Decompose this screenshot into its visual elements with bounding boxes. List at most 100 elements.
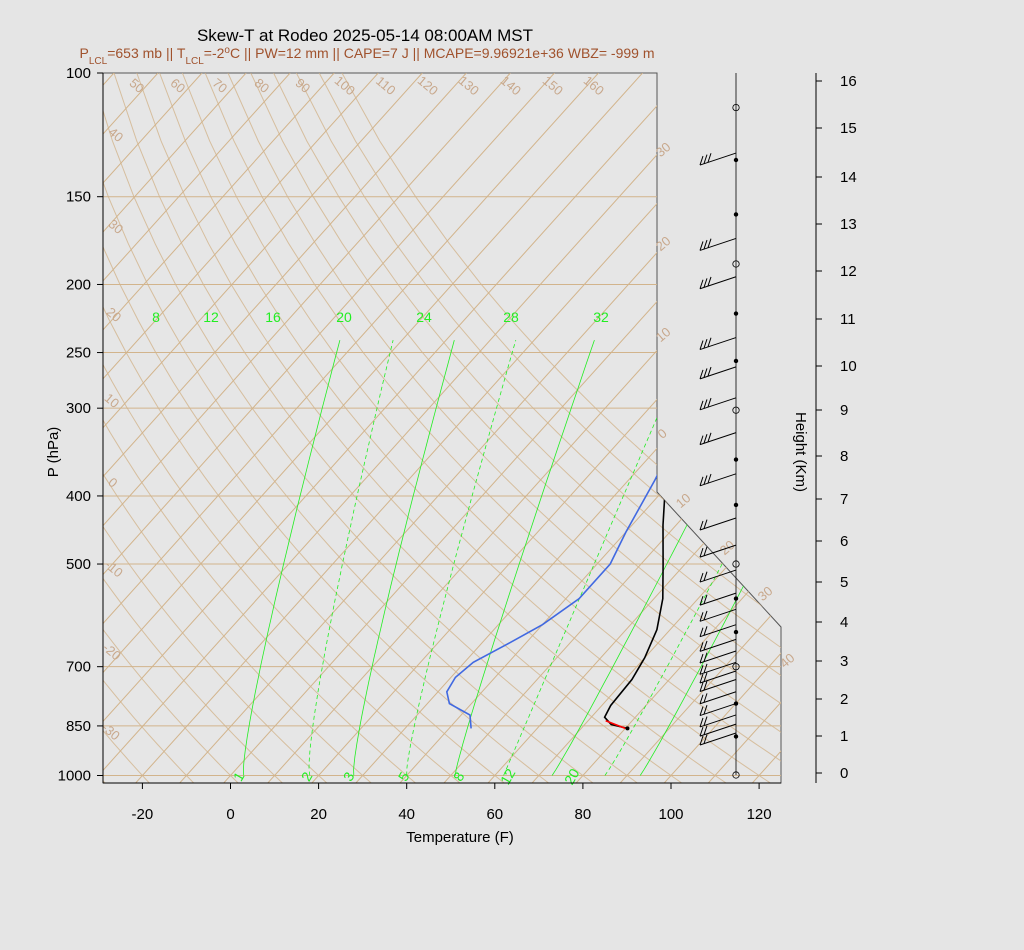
parcel-line	[605, 720, 626, 730]
isotherm-line	[103, 73, 423, 783]
y-tick-label: 1000	[58, 768, 91, 785]
height-marker	[733, 212, 739, 217]
dry-adiabat-line	[113, 73, 693, 783]
x-axis: -20 0 20 40 60 80 100 120	[103, 782, 781, 823]
isotherm-line	[103, 73, 555, 783]
height-tick-label: 15	[840, 120, 857, 137]
wind-barb-flag	[703, 626, 708, 636]
height-tick-label: 13	[840, 216, 857, 233]
wind-barb-flag	[703, 338, 708, 349]
wind-barb	[699, 237, 737, 251]
wind-barb-flag	[707, 276, 712, 287]
sounding-series	[445, 73, 781, 731]
y-tick-label: 150	[66, 189, 91, 206]
wind-barb-flag	[707, 337, 712, 347]
wind-barb-flag	[699, 642, 704, 652]
mixing-ratio-line	[353, 339, 455, 776]
height-tick-label: 14	[840, 169, 857, 186]
x-axis-label: Temperature (F)	[406, 829, 514, 846]
dry-adiabat-line	[103, 73, 157, 783]
wind-barb-flag	[703, 368, 708, 378]
wind-barb-flag	[699, 155, 704, 166]
isobar-lines	[103, 196, 781, 776]
wind-barb-flag	[703, 594, 708, 604]
wind-barb	[699, 650, 737, 664]
wind-barb-flag	[699, 627, 704, 637]
dry-adiabat-line	[227, 73, 781, 783]
dry-adiabat-line	[103, 73, 559, 783]
y-tick-label: 250	[66, 345, 91, 362]
wind-barb-flag	[699, 369, 704, 380]
chart-subtitle: PLCL=653 mb || TLCL=-2oC || PW=12 mm || …	[80, 45, 655, 67]
isotherm-line	[0, 73, 26, 790]
wind-barb	[699, 592, 737, 606]
wind-barb	[699, 569, 737, 583]
isotherm-line	[103, 73, 379, 783]
isotherm-line	[103, 73, 687, 783]
wind-barb-flag	[703, 475, 708, 485]
wind-barb-flag	[699, 340, 704, 350]
height-tick-label: 6	[840, 533, 848, 550]
mixing-ratio-label: 12	[497, 766, 519, 788]
mixing-ratio-line	[503, 339, 691, 776]
height-marker	[732, 663, 740, 671]
dry-adiabat-line	[159, 73, 781, 783]
height-marker	[732, 771, 740, 779]
height-tick-label: 1	[840, 728, 848, 745]
wind-barb-flag	[707, 238, 712, 248]
dry-adiabat-line	[103, 73, 336, 783]
wind-barb-flag	[699, 612, 704, 622]
y-tick-label: 300	[66, 400, 91, 417]
x-tick-label: 0	[226, 806, 234, 823]
x-tick-label: 120	[747, 806, 772, 823]
wind-barb	[699, 366, 737, 380]
wind-barb-flag	[703, 610, 708, 621]
height-tick-label: 16	[840, 73, 857, 90]
height-tick-label: 9	[840, 402, 848, 419]
wind-barb	[699, 691, 737, 705]
wind-barb-flag	[703, 725, 708, 735]
wind-barb-flag	[699, 572, 704, 583]
wind-barb-flag	[703, 239, 708, 250]
wind-barb-flag	[707, 473, 712, 484]
x-tick-label: 40	[398, 806, 415, 823]
wind-barb-flag	[699, 653, 704, 664]
x-tick-label: 20	[310, 806, 327, 823]
wind-barb-flag	[703, 571, 708, 581]
wind-barb-flag	[703, 278, 708, 288]
wind-barb-flag	[699, 735, 704, 746]
isotherm-line	[613, 73, 781, 783]
wind-barb-flag	[703, 672, 708, 682]
wind-barb	[699, 544, 737, 558]
height-marker	[732, 560, 740, 568]
height-tick-label: 0	[840, 765, 848, 782]
wind-barb	[699, 723, 737, 737]
x-tick-label: -20	[132, 806, 154, 823]
dry-adiabat-line	[103, 73, 514, 783]
height-marker	[733, 457, 739, 462]
isotherm-line	[525, 73, 781, 783]
wind-barb	[699, 608, 737, 622]
mixing-ratio-label: 32	[593, 309, 609, 325]
height-tick-label: 12	[840, 263, 857, 280]
wind-barb	[699, 152, 737, 166]
dry-adiabat-line	[103, 73, 246, 783]
wind-barb	[699, 670, 737, 684]
wind-barb-flag	[699, 435, 704, 445]
wind-barb-flag	[707, 153, 712, 163]
height-marker	[733, 734, 739, 739]
dry-adiabat-line	[318, 73, 781, 783]
height-marker	[732, 260, 740, 268]
dry-adiabat-line	[103, 73, 380, 783]
wind-barb	[699, 276, 737, 290]
wind-barb-flag	[699, 726, 704, 737]
isotherm-line	[103, 73, 731, 783]
wind-barb-flag	[699, 682, 704, 692]
isotherm-line	[481, 73, 781, 783]
isotherm-line	[304, 73, 781, 783]
wind-barb-flag	[699, 241, 704, 251]
dry-adiabat-line	[103, 73, 648, 783]
isotherm-line	[103, 73, 467, 783]
y-axis-label: P (hPa)	[45, 427, 62, 478]
